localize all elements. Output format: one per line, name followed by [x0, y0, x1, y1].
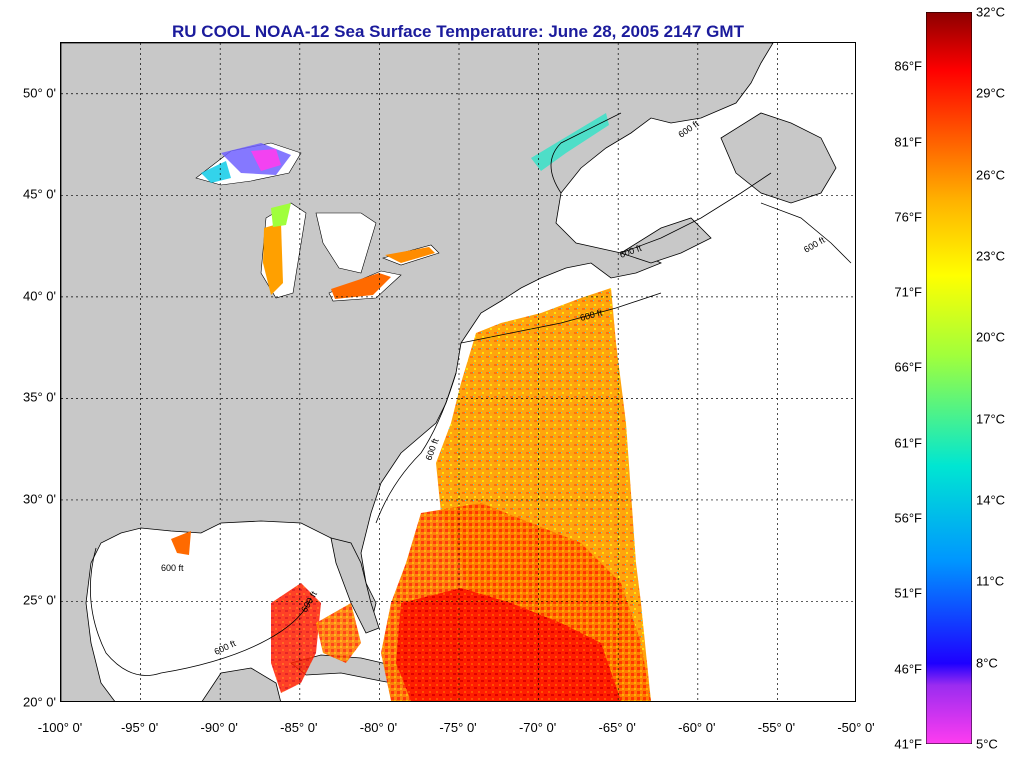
latitude-tick-label: 25° 0': [23, 592, 56, 608]
longitude-tick-label: -75° 0': [439, 720, 477, 735]
longitude-tick-label: -85° 0': [280, 720, 318, 735]
sst-layer: [171, 113, 651, 701]
celsius-tick-label: 29°C: [976, 85, 1006, 101]
fahrenheit-tick-label: 56°F: [894, 510, 922, 526]
fahrenheit-tick-label: 66°F: [894, 359, 922, 375]
florida-land: [330, 537, 380, 634]
fahrenheit-tick-label: 51°F: [894, 585, 922, 601]
newfoundland-land: [720, 112, 837, 204]
longitude-tick-label: -80° 0': [359, 720, 398, 735]
latitude-tick-label: 35° 0': [23, 389, 56, 405]
celsius-tick-label: 8°C: [976, 655, 998, 671]
graticule: [61, 43, 855, 701]
celsius-tick-label: 17°C: [976, 411, 1006, 427]
fahrenheit-tick-label: 41°F: [894, 736, 922, 752]
longitude-tick-label: -60° 0': [678, 720, 716, 735]
fahrenheit-tick-label: 76°F: [894, 209, 922, 225]
longitude-tick-label: -70° 0': [518, 720, 557, 735]
celsius-tick-label: 32°C: [976, 4, 1006, 20]
nova-scotia-land: [620, 217, 712, 264]
map-panel: 600 ft 600 ft 600 ft 600 ft 600 ft 600 f…: [60, 42, 856, 702]
longitude-tick-label: -90° 0': [200, 720, 238, 735]
longitude-tick-label: -100° 0': [37, 720, 83, 735]
fahrenheit-tick-label: 46°F: [894, 661, 922, 677]
latitude-tick-label: 50° 0': [23, 85, 56, 101]
celsius-tick-label: 14°C: [976, 492, 1006, 508]
longitude-tick-label: -95° 0': [120, 720, 159, 735]
celsius-tick-label: 11°C: [976, 573, 1005, 589]
celsius-tick-label: 26°C: [976, 167, 1006, 183]
celsius-tick-label: 20°C: [976, 329, 1006, 345]
fahrenheit-tick-label: 81°F: [894, 134, 922, 150]
latitude-tick-label: 30° 0': [23, 491, 56, 507]
longitude-tick-label: -50° 0': [837, 720, 875, 735]
fahrenheit-tick-label: 71°F: [894, 284, 922, 300]
isobath-label: 600 ft: [161, 563, 184, 573]
longitude-tick-label: -55° 0': [757, 720, 796, 735]
yucatan-land: [201, 667, 281, 701]
celsius-tick-label: 5°C: [976, 736, 998, 752]
colorbar: [926, 12, 972, 744]
colorbar-gradient: [926, 12, 972, 744]
fahrenheit-tick-label: 61°F: [894, 435, 922, 451]
map-svg: 600 ft 600 ft 600 ft 600 ft 600 ft 600 f…: [61, 43, 855, 701]
land-layer: [61, 43, 837, 701]
celsius-tick-label: 23°C: [976, 248, 1006, 264]
isobath-label: 600 ft: [213, 638, 238, 657]
fahrenheit-tick-label: 86°F: [894, 58, 922, 74]
longitude-tick-label: -65° 0': [598, 720, 636, 735]
map-title: RU COOL NOAA-12 Sea Surface Temperature:…: [172, 22, 744, 41]
latitude-tick-label: 45° 0': [23, 186, 56, 202]
isobath-label: 600 ft: [802, 235, 827, 255]
latitude-tick-label: 40° 0': [23, 288, 56, 304]
latitude-tick-label: 20° 0': [23, 694, 56, 710]
